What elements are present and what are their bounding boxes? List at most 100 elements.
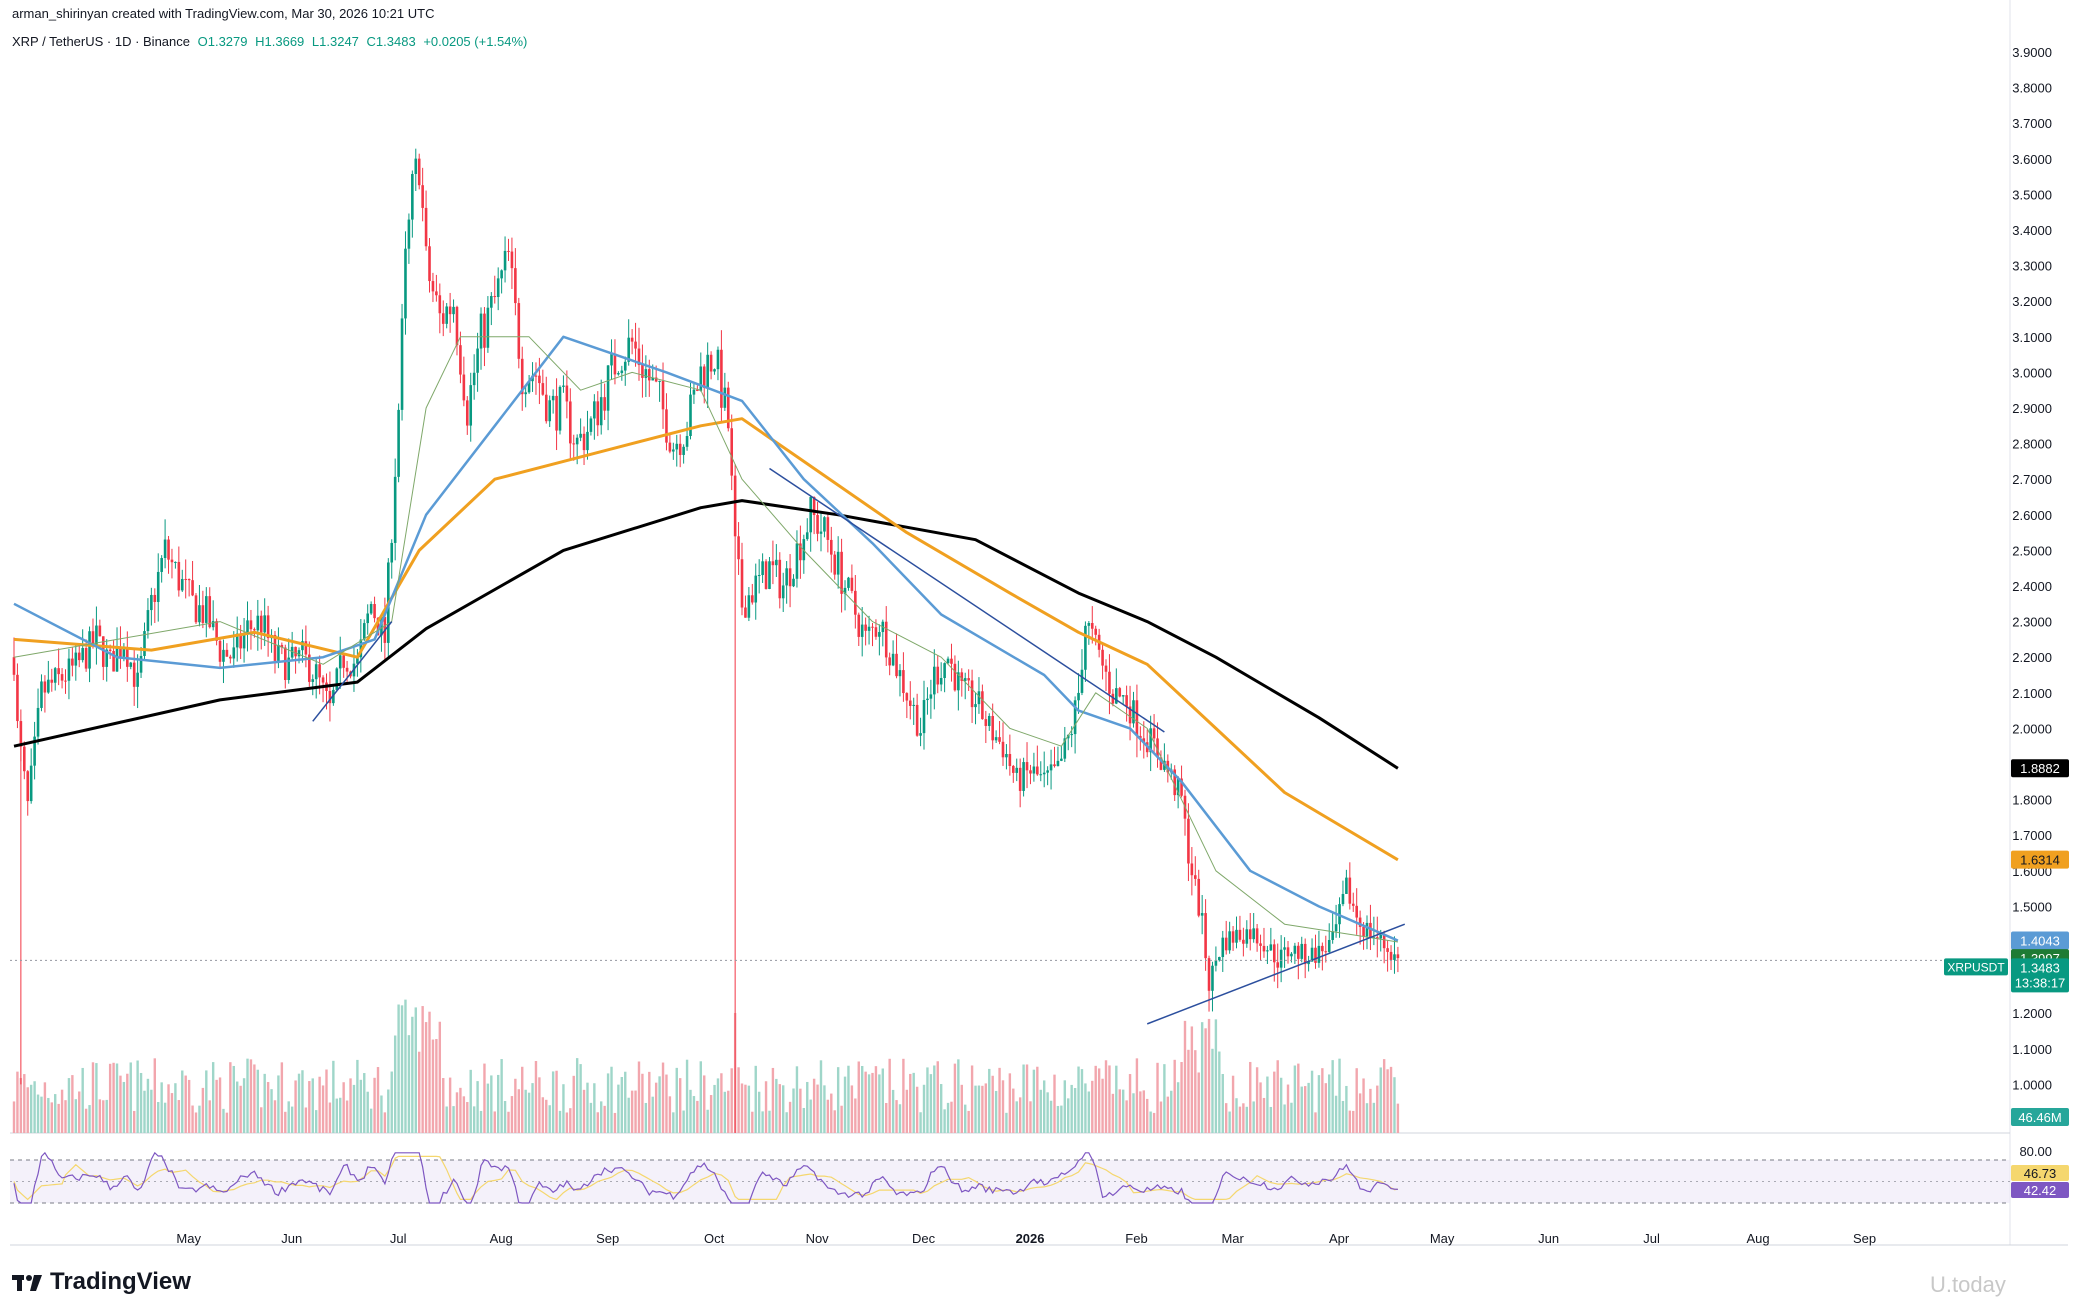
candle-body <box>730 428 734 476</box>
price-tick-label: 3.1000 <box>2012 330 2052 345</box>
rsi-line <box>13 1151 1398 1204</box>
tradingview-logo[interactable]: TradingView <box>12 1268 191 1296</box>
time-tick-label: Feb <box>1125 1231 1147 1246</box>
candle-body <box>1156 738 1159 758</box>
volume-bar <box>60 1089 64 1133</box>
candle-body <box>668 442 672 452</box>
time-tick-label: Oct <box>704 1231 725 1246</box>
volume-bar <box>459 1087 462 1133</box>
candle-body <box>599 397 603 426</box>
volume-bar <box>898 1104 902 1133</box>
volume-bar <box>184 1075 187 1133</box>
candle-body <box>747 595 751 618</box>
volume-bar <box>709 1095 713 1133</box>
volume-bar <box>284 1111 287 1133</box>
price-axis[interactable]: 3.9000 3.8000 3.7000 3.6000 3.5000 3.4000 3.30… <box>2012 45 2052 1159</box>
candle-body <box>1022 762 1025 791</box>
volume-bar <box>696 1100 699 1133</box>
volume-bar <box>411 1016 414 1133</box>
candle-body <box>16 674 19 722</box>
candle-body <box>593 401 596 419</box>
ma50-badge-bg <box>2011 931 2069 950</box>
candle-body <box>1259 943 1262 946</box>
volume-bar <box>1163 1064 1166 1133</box>
volume-bar <box>1121 1089 1125 1133</box>
price-tick-label: 1.5000 <box>2012 899 2052 914</box>
ma200-badge-bg <box>2011 759 2069 778</box>
volume-bar <box>915 1086 919 1133</box>
volume-bar <box>1293 1065 1297 1133</box>
candle-body <box>280 644 284 648</box>
price-badges: 1.88821.63141.40431.39971.348313:38:17XR… <box>1944 759 2069 1198</box>
volume-bar <box>211 1062 215 1133</box>
candle-body <box>1211 965 1214 991</box>
volume-bar <box>108 1063 112 1133</box>
volume-bar <box>775 1078 778 1133</box>
volume-bar <box>191 1105 194 1133</box>
candle-body <box>527 381 531 393</box>
volume-bar <box>1331 1060 1334 1133</box>
volume-bar <box>393 1035 397 1133</box>
candle-body <box>1152 728 1156 739</box>
candle-body <box>1386 948 1389 952</box>
volume-bar <box>864 1071 867 1133</box>
candle-body <box>836 551 840 575</box>
volume-bar <box>830 1093 833 1133</box>
candle-body <box>43 681 47 693</box>
candle-body <box>407 219 411 249</box>
candle-body <box>156 571 160 602</box>
candle-body <box>740 559 744 608</box>
volume-bar <box>1101 1078 1104 1133</box>
candle-body <box>569 401 572 444</box>
volume-bar <box>1187 1049 1190 1133</box>
volume-bar <box>689 1089 692 1133</box>
volume-bar <box>177 1100 181 1133</box>
candle-body <box>898 670 902 677</box>
volume-bar <box>157 1102 160 1133</box>
rsi-ma-badge: 46.73 <box>2024 1166 2057 1181</box>
volume-bar <box>1365 1103 1369 1133</box>
candle-body <box>1303 943 1307 965</box>
candle-body <box>242 633 246 649</box>
candle-body <box>1307 961 1310 965</box>
candle-body <box>490 296 493 308</box>
candle-body <box>1159 757 1163 770</box>
volume-bar <box>280 1062 284 1133</box>
price-tick-label: 3.5000 <box>2012 187 2052 202</box>
symbol-legend[interactable]: XRP / TetherUS · 1D · Binance O1.3279 H1… <box>12 34 531 49</box>
volume-bar <box>1025 1064 1029 1133</box>
volume-bar <box>843 1076 847 1133</box>
chart-credit: arman_shirinyan created with TradingView… <box>12 6 435 21</box>
volume-bar <box>641 1073 644 1133</box>
volume-bar <box>476 1081 479 1133</box>
volume-bar <box>71 1075 74 1133</box>
volume-bar <box>1060 1105 1063 1133</box>
volume-badge: 46.46M <box>2018 1110 2061 1125</box>
volume-bar <box>136 1060 139 1133</box>
candle-body <box>1005 754 1008 758</box>
volume-bar <box>1218 1051 1221 1133</box>
time-axis[interactable]: May Jun Jul Aug Sep Oct Nov Dec 2026 Feb Mar Apr May… <box>176 1231 1876 1246</box>
candle-body <box>112 650 115 672</box>
volume-bar <box>558 1110 562 1133</box>
volume-bar <box>744 1084 747 1133</box>
volume-bar <box>311 1078 314 1133</box>
candle-body <box>1104 665 1108 672</box>
candle-body <box>641 365 644 378</box>
candle-body <box>146 610 150 632</box>
volume-bar <box>43 1082 47 1133</box>
volume-bar <box>325 1069 328 1133</box>
volume-bar <box>754 1065 757 1133</box>
volume-bar <box>455 1092 459 1133</box>
volume-bar <box>332 1060 335 1133</box>
volume-bar <box>91 1062 95 1133</box>
symbol-title[interactable]: XRP / TetherUS · 1D · Binance <box>12 34 190 49</box>
volume-bar <box>187 1079 191 1133</box>
volume-bar <box>1156 1062 1159 1133</box>
candle-body <box>74 652 78 666</box>
candle-body <box>761 561 764 576</box>
candle-body <box>891 653 895 666</box>
volume-bar <box>215 1079 218 1133</box>
ma50-badge: 1.4043 <box>2020 933 2060 948</box>
candle-body <box>1046 770 1049 773</box>
